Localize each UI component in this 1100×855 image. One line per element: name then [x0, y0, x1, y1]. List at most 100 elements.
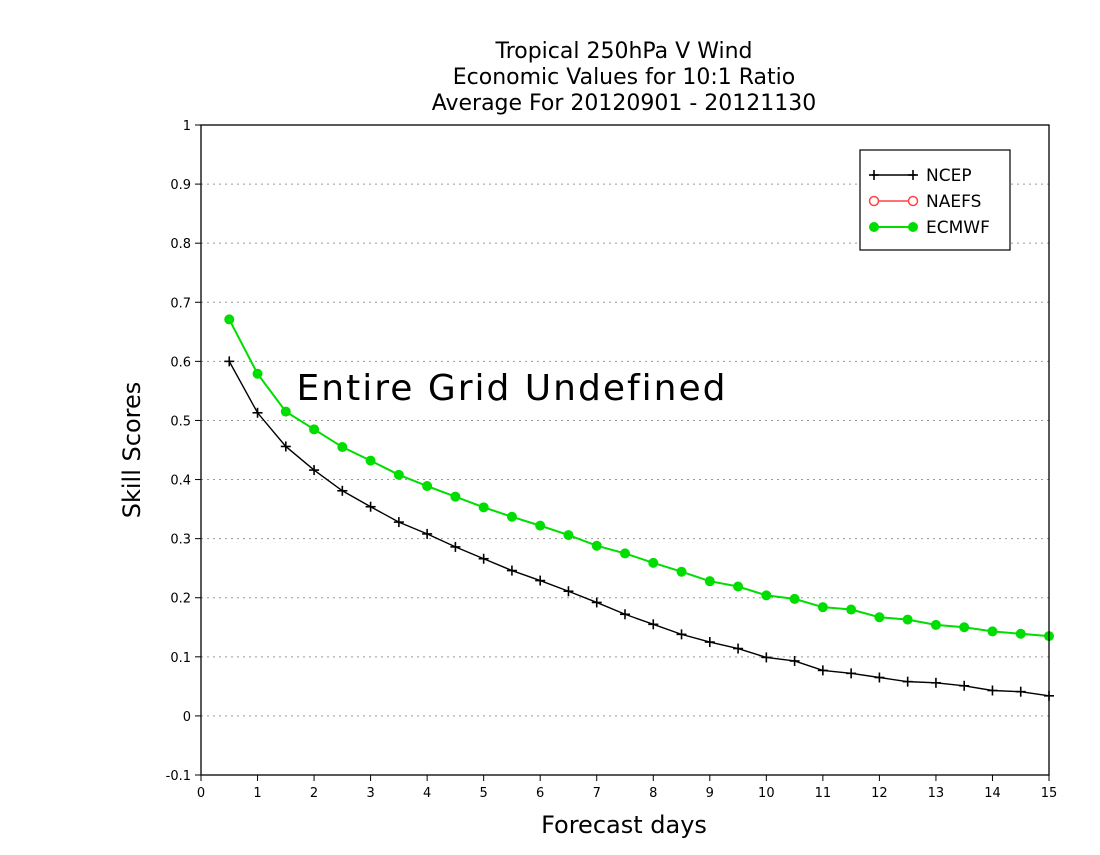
- ecmwf-point: [817, 602, 828, 613]
- ncep-point: [987, 685, 998, 696]
- x-tick-label: 15: [1041, 786, 1058, 801]
- series-ecmwf: [224, 314, 1054, 642]
- legend-label: ECMWF: [926, 218, 990, 238]
- ecmwf-point: [450, 491, 461, 502]
- y-tick-label: 0.2: [170, 592, 191, 607]
- ecmwf-point: [648, 557, 659, 568]
- ncep-point: [591, 597, 602, 608]
- ncep-point: [422, 528, 433, 539]
- x-tick-label: 2: [310, 786, 318, 801]
- ecmwf-point: [591, 540, 602, 551]
- legend-box: [859, 149, 1011, 251]
- ecmwf-point: [761, 590, 772, 601]
- ncep-point: [337, 485, 348, 496]
- ncep-point: [704, 637, 715, 648]
- y-tick-label: 0.1: [170, 651, 191, 666]
- y-tick-label: 0: [183, 710, 191, 725]
- ncep-point: [874, 672, 885, 683]
- ncep-point: [563, 586, 574, 597]
- ecmwf-point: [280, 406, 291, 417]
- y-tick-label: -0.1: [166, 769, 191, 784]
- legend-item-naefs: NAEFS: [868, 192, 981, 212]
- grid-lines: [201, 183, 1049, 717]
- ecmwf-point: [478, 502, 489, 513]
- legend-item-ecmwf: ECMWF: [869, 218, 990, 238]
- x-tick-label: 7: [593, 786, 601, 801]
- ecmwf-point: [422, 481, 433, 492]
- title-line-1: Tropical 250hPa V Wind: [494, 39, 752, 64]
- x-tick-label: 0: [197, 786, 205, 801]
- ncep-point: [902, 676, 913, 687]
- ecmwf-point: [987, 626, 998, 637]
- x-tick-label: 10: [758, 786, 775, 801]
- ncep-point: [648, 619, 659, 630]
- ecmwf-point: [224, 314, 235, 325]
- ecmwf-point: [535, 520, 546, 531]
- ncep-point: [280, 441, 291, 452]
- ncep-point: [817, 665, 828, 676]
- legend-marker-right: [908, 222, 918, 232]
- legend-marker-right: [907, 195, 919, 207]
- ncep-point: [733, 643, 744, 654]
- ncep-point: [365, 501, 376, 512]
- ecmwf-point: [902, 614, 913, 625]
- ecmwf-point: [337, 442, 348, 453]
- ncep-point: [252, 407, 263, 418]
- x-tick-label: 1: [253, 786, 261, 801]
- legend: NCEP NAEFS ECMWF: [859, 149, 1011, 251]
- ncep-point: [789, 655, 800, 666]
- title-line-2: Economic Values for 10:1 Ratio: [453, 65, 795, 90]
- y-axis-label: Skill Scores: [118, 382, 146, 519]
- ncep-point: [620, 609, 630, 620]
- y-tick-label: 0.4: [170, 474, 191, 489]
- y-tick-label: 0.7: [170, 296, 191, 311]
- ncep-point: [224, 356, 235, 367]
- plot-frame: [200, 124, 1050, 776]
- ncep-point: [450, 541, 461, 552]
- annotation-text: Entire Grid Undefined: [297, 368, 728, 409]
- x-tick-label: 6: [536, 786, 544, 801]
- x-tick-label: 3: [366, 786, 374, 801]
- ecmwf-point: [620, 548, 630, 559]
- legend-label: NAEFS: [926, 192, 981, 212]
- legend-marker-left: [868, 195, 880, 207]
- y-tick-label: 0.6: [170, 355, 191, 370]
- ecmwf-point: [676, 566, 687, 577]
- x-tick-label: 11: [815, 786, 832, 801]
- ecmwf-point: [506, 511, 517, 522]
- ncep-point: [506, 565, 517, 576]
- legend-marker-left: [869, 170, 879, 180]
- ecmwf-point: [1015, 628, 1026, 639]
- ecmwf-point: [733, 581, 744, 592]
- ncep-point: [535, 575, 546, 586]
- axis-ticks: -0.100.10.20.30.40.50.60.70.80.910 1 2 3 4 5 6…: [166, 119, 1058, 801]
- legend-marker-left: [869, 222, 879, 232]
- ecmwf-point: [563, 530, 574, 541]
- ecmwf-point: [930, 619, 941, 630]
- ecmwf-point: [959, 622, 970, 633]
- y-tick-label: 0.8: [170, 237, 191, 252]
- ecmwf-line: [228, 318, 1050, 638]
- x-tick-label: 13: [928, 786, 945, 801]
- ecmwf-point: [252, 368, 263, 379]
- x-tick-label: 9: [706, 786, 714, 801]
- ecmwf-point: [846, 604, 857, 615]
- x-tick-label: 4: [423, 786, 431, 801]
- x-tick-label: 8: [649, 786, 657, 801]
- x-tick-label: 5: [480, 786, 488, 801]
- ncep-point: [1015, 686, 1026, 697]
- ncep-line: [228, 361, 1050, 697]
- ecmwf-point: [309, 424, 320, 435]
- x-axis-label: Forecast days: [541, 811, 707, 839]
- ecmwf-point: [365, 455, 376, 466]
- x-tick-label: 12: [871, 786, 888, 801]
- y-tick-label: 1: [183, 119, 191, 134]
- legend-label: NCEP: [926, 166, 972, 186]
- ncep-point: [846, 668, 857, 679]
- legend-marker-right: [908, 170, 918, 180]
- ecmwf-point: [874, 612, 885, 623]
- y-tick-label: 0.9: [170, 178, 191, 193]
- legend-item-ncep: NCEP: [869, 166, 972, 186]
